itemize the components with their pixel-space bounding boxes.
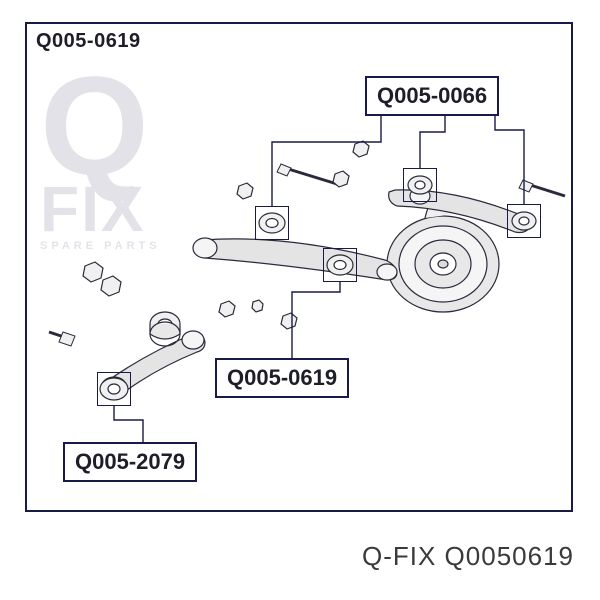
callout-target (403, 168, 437, 202)
part-label: Q005-2079 (63, 442, 197, 482)
part-label: Q005-0619 (215, 358, 349, 398)
callout-target (323, 248, 357, 282)
brand-line: Q-FIX Q0050619 (362, 541, 574, 572)
callout-target (507, 204, 541, 238)
part-title: Q005-0619 (36, 30, 141, 53)
part-label: Q005-0066 (365, 76, 499, 116)
callout-target (97, 372, 131, 406)
callout-target (255, 206, 289, 240)
